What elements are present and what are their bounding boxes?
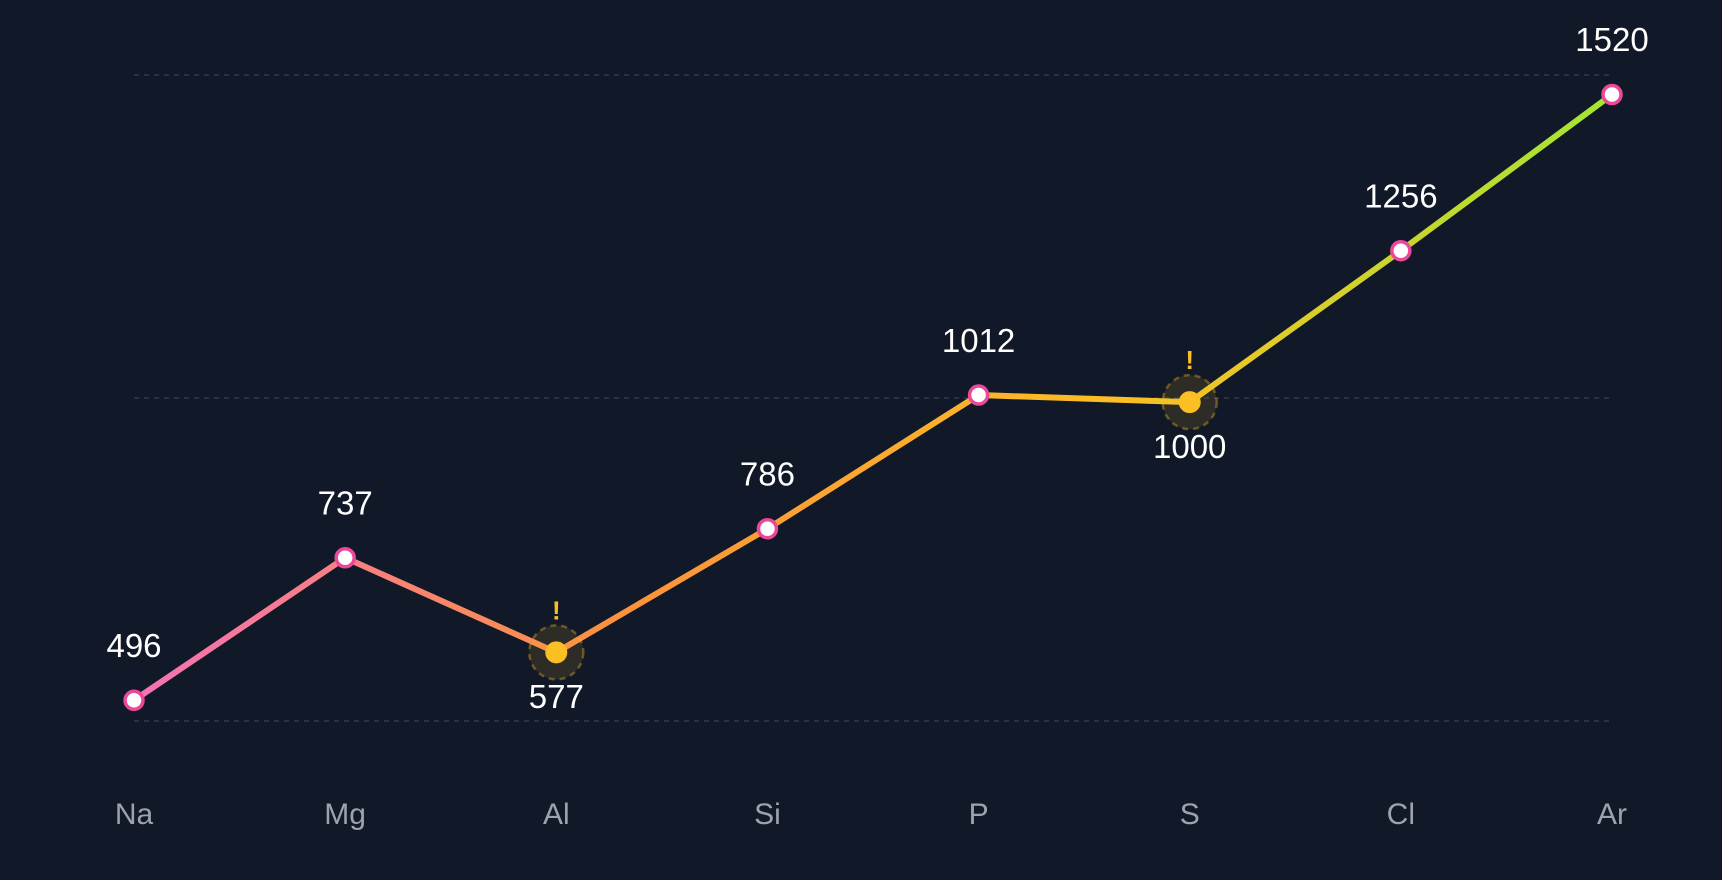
x-tick-label: Mg [324, 798, 366, 831]
x-tick-label: Ar [1597, 798, 1627, 831]
point [123, 689, 145, 712]
point [967, 384, 990, 406]
line [131, 91, 1615, 704]
anomaly-mark: ! [552, 595, 561, 625]
value-label: 1012 [942, 322, 1015, 359]
value-label: 786 [740, 455, 795, 492]
value-label: 1256 [1364, 177, 1437, 214]
value-label: 1520 [1575, 21, 1648, 58]
value-label: 496 [106, 627, 161, 664]
x-tick-label: S [1180, 798, 1200, 831]
point [334, 546, 356, 569]
x-tick-label: Cl [1387, 798, 1415, 831]
anomaly-mark: ! [1185, 345, 1194, 375]
x-tick-label: Al [543, 798, 570, 831]
value-label: 1000 [1153, 428, 1226, 465]
point [1178, 391, 1201, 414]
point [545, 641, 568, 664]
x-tick-label: Si [754, 798, 781, 831]
point [756, 517, 779, 540]
point [1601, 83, 1623, 106]
value-label: 737 [318, 484, 373, 521]
x-tick-label: P [969, 798, 989, 831]
x-tick-label: Na [115, 798, 154, 831]
point [1390, 239, 1412, 262]
value-label: 577 [529, 678, 584, 715]
